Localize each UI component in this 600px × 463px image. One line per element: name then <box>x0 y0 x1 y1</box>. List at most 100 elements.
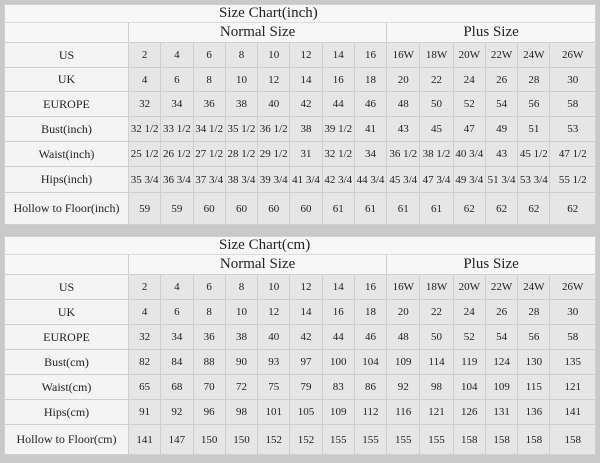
row-label: UK <box>3 67 130 92</box>
size-value-cell: 8 <box>192 67 226 92</box>
table-row: Bust(inch) 32 1/2 33 1/2 34 1/2 35 1/2 36 1/2… <box>3 116 596 142</box>
size-value-cell: 26W <box>549 42 596 68</box>
row-label: Hips(inch) <box>3 166 130 193</box>
size-value-cell: 36 <box>192 91 226 117</box>
size-value-cell: 114 <box>419 349 454 375</box>
size-value-cell: 44 <box>321 324 355 350</box>
size-value-cell: 38 1/2 <box>419 141 454 167</box>
size-value-cell: 45 1/2 <box>517 141 551 167</box>
size-value-cell: 47 3/4 <box>419 166 454 193</box>
size-value-cell: 41 <box>353 116 388 142</box>
size-value-cell: 22W <box>484 42 519 68</box>
size-value-cell: 26 <box>484 67 519 92</box>
size-value-cell: 46 <box>353 324 388 350</box>
size-value-cell: 58 <box>549 91 596 117</box>
size-value-cell: 22 <box>419 67 454 92</box>
size-value-cell: 18W <box>419 274 454 300</box>
size-value-cell: 130 <box>517 349 551 375</box>
size-value-cell: 47 1/2 <box>549 141 596 167</box>
size-value-cell: 43 <box>484 141 519 167</box>
row-label: US <box>3 274 130 300</box>
size-value-cell: 82 <box>128 349 162 375</box>
size-value-cell: 25 1/2 <box>128 141 162 167</box>
size-value-cell: 6 <box>192 42 226 68</box>
size-value-cell: 135 <box>549 349 596 375</box>
size-value-cell: 51 3/4 <box>484 166 519 193</box>
size-value-cell: 4 <box>160 274 194 300</box>
size-value-cell: 37 3/4 <box>192 166 226 193</box>
size-value-cell: 141 <box>128 424 162 455</box>
size-value-cell: 97 <box>289 349 323 375</box>
size-value-cell: 44 3/4 <box>353 166 388 193</box>
size-value-cell: 68 <box>160 374 194 400</box>
table-row: Waist(inch) 25 1/2 26 1/2 27 1/2 28 1/2 29 1/… <box>3 141 596 167</box>
size-value-cell: 10 <box>224 299 259 325</box>
size-value-cell: 34 <box>353 141 388 167</box>
size-value-cell: 52 <box>452 324 486 350</box>
size-value-cell: 20W <box>452 42 486 68</box>
size-value-cell: 72 <box>224 374 259 400</box>
table-row: US 2 4 6 8 10 12 14 16 16W 18W 20W 22W 24W 26W <box>3 42 596 68</box>
size-value-cell: 31 <box>289 141 323 167</box>
size-value-cell: 36 1/2 <box>257 116 291 142</box>
size-value-cell: 33 1/2 <box>160 116 194 142</box>
size-value-cell: 44 <box>321 91 355 117</box>
size-value-cell: 54 <box>484 324 519 350</box>
size-value-cell: 16W <box>386 42 421 68</box>
table-row: Hips(cm) 91 92 96 98 101 105 109 112 116 121 126 131… <box>3 399 596 425</box>
size-value-cell: 58 <box>549 324 596 350</box>
size-value-cell: 4 <box>128 67 162 92</box>
size-value-cell: 32 <box>128 324 162 350</box>
size-value-cell: 26W <box>549 274 596 300</box>
size-value-cell: 60 <box>192 192 226 225</box>
table-row: EUROPE 32 34 36 38 40 42 44 46 48 50 52 54 56 58 <box>3 324 596 350</box>
size-value-cell: 22W <box>484 274 519 300</box>
size-value-cell: 60 <box>257 192 291 225</box>
size-value-cell: 35 3/4 <box>128 166 162 193</box>
size-value-cell: 16 <box>321 67 355 92</box>
size-value-cell: 10 <box>257 42 291 68</box>
size-value-cell: 39 1/2 <box>321 116 355 142</box>
size-value-cell: 53 3/4 <box>517 166 551 193</box>
size-value-cell: 12 <box>257 67 291 92</box>
size-value-cell: 4 <box>160 42 194 68</box>
size-value-cell: 115 <box>517 374 551 400</box>
size-value-cell: 34 <box>160 91 194 117</box>
size-value-cell: 48 <box>386 324 421 350</box>
size-value-cell: 6 <box>192 274 226 300</box>
size-value-cell: 46 <box>353 91 388 117</box>
row-label: UK <box>3 299 130 325</box>
size-value-cell: 158 <box>549 424 596 455</box>
size-value-cell: 131 <box>484 399 519 425</box>
size-value-cell: 36 3/4 <box>160 166 194 193</box>
group-normal-size: Normal Size <box>128 254 388 275</box>
chart-title: Size Chart(inch) <box>4 4 596 23</box>
size-value-cell: 14 <box>321 274 355 300</box>
size-value-cell: 8 <box>224 42 259 68</box>
size-value-cell: 12 <box>257 299 291 325</box>
size-value-cell: 38 <box>224 324 259 350</box>
size-value-cell: 14 <box>321 42 355 68</box>
size-chart-inch: Size Chart(inch) Normal Size Plus Size US 2 4… <box>3 4 596 225</box>
size-value-cell: 14 <box>289 299 323 325</box>
size-value-cell: 10 <box>257 274 291 300</box>
size-chart-cm: Size Chart(cm) Normal Size Plus Size US 2 4 6 8… <box>3 236 596 455</box>
size-value-cell: 32 1/2 <box>321 141 355 167</box>
size-value-cell: 6 <box>160 299 194 325</box>
size-value-cell: 75 <box>257 374 291 400</box>
size-value-cell: 42 <box>289 324 323 350</box>
size-value-cell: 45 3/4 <box>386 166 421 193</box>
size-value-cell: 51 <box>517 116 551 142</box>
size-value-cell: 32 <box>128 91 162 117</box>
size-value-cell: 52 <box>452 91 486 117</box>
size-value-cell: 141 <box>549 399 596 425</box>
table-row: UK 4 6 8 10 12 14 16 18 20 22 24 26 28 30 <box>3 67 596 92</box>
size-value-cell: 10 <box>224 67 259 92</box>
corner-cell <box>3 254 130 275</box>
size-value-cell: 158 <box>452 424 486 455</box>
size-value-cell: 38 <box>224 91 259 117</box>
row-label: Hips(cm) <box>3 399 130 425</box>
size-value-cell: 121 <box>419 399 454 425</box>
table-row: Bust(cm) 82 84 88 90 93 97 100 104 109 114 119 124 13… <box>3 349 596 375</box>
corner-cell <box>3 22 130 43</box>
